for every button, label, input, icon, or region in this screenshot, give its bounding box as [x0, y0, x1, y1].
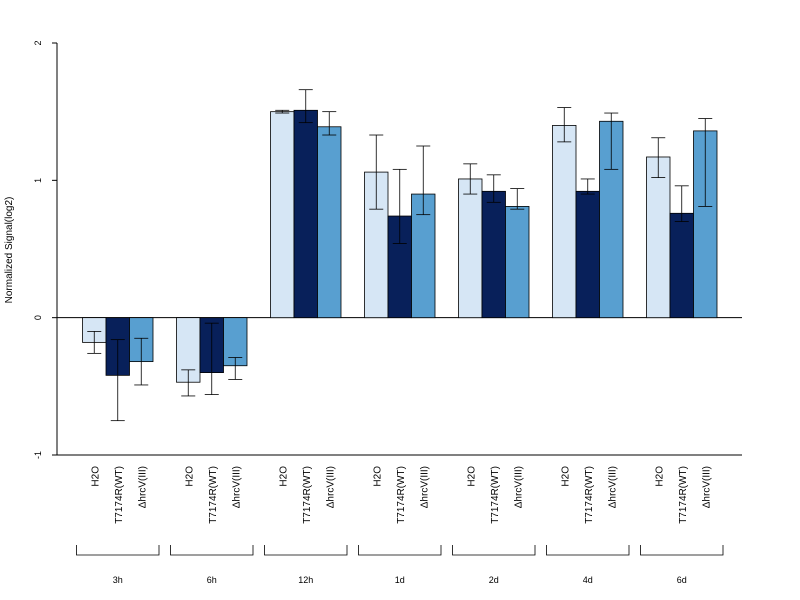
- group-label: 6h: [207, 575, 217, 585]
- x-category-label: T7174R(WT): [302, 466, 313, 524]
- x-category-label: ΔhrcV(III): [607, 466, 618, 508]
- x-category-label: ΔhrcV(III): [325, 466, 336, 508]
- y-tick-label: 0: [33, 315, 43, 320]
- y-tick-label: 1: [33, 178, 43, 183]
- x-category-label: H2O: [466, 466, 477, 487]
- group-bracket: [640, 545, 724, 556]
- x-category-label: T7174R(WT): [208, 466, 219, 524]
- group-bracket: [76, 545, 160, 556]
- x-category-label: H2O: [184, 466, 195, 487]
- group-brackets: 3h 6h 12h 1d 2d 4d 6d: [76, 545, 724, 585]
- bar: [646, 156, 671, 319]
- group-label: 6d: [677, 575, 687, 585]
- x-category-label: ΔhrcV(III): [701, 466, 712, 508]
- bar: [575, 190, 600, 319]
- bar: [669, 212, 694, 319]
- bars: [82, 109, 718, 383]
- group-label: 1d: [395, 575, 405, 585]
- x-category-label: H2O: [90, 466, 101, 487]
- x-category-label: ΔhrcV(III): [137, 466, 148, 508]
- group-label: 12h: [298, 575, 313, 585]
- x-category-label: H2O: [372, 466, 383, 487]
- group-bracket: [264, 545, 348, 556]
- x-category-label: ΔhrcV(III): [419, 466, 430, 508]
- x-category-label: T7174R(WT): [584, 466, 595, 524]
- error-bars: [87, 89, 713, 422]
- bar: [481, 190, 506, 319]
- bar: [293, 109, 318, 319]
- group-label: 3h: [113, 575, 123, 585]
- bar: [458, 178, 483, 319]
- bar: [552, 125, 577, 319]
- group-bracket: [358, 545, 442, 556]
- group-bracket: [546, 545, 630, 556]
- x-category-label: H2O: [278, 466, 289, 487]
- bar: [505, 206, 530, 319]
- x-axis-category-labels: H2O T7174R(WT) ΔhrcV(III) H2O T7174R(WT) Δhrc…: [90, 466, 712, 524]
- group-bracket: [452, 545, 536, 556]
- group-label: 4d: [583, 575, 593, 585]
- x-category-label: T7174R(WT): [490, 466, 501, 524]
- x-category-label: T7174R(WT): [114, 466, 125, 524]
- x-category-label: H2O: [654, 466, 665, 487]
- y-tick-label: 2: [33, 40, 43, 45]
- bar: [270, 111, 295, 319]
- y-axis-title: Normalized Signal(log2): [4, 197, 15, 304]
- bar: [317, 126, 342, 319]
- x-category-label: ΔhrcV(III): [231, 466, 242, 508]
- group-bracket: [170, 545, 254, 556]
- x-category-label: T7174R(WT): [678, 466, 689, 524]
- x-category-label: H2O: [560, 466, 571, 487]
- x-category-label: T7174R(WT): [396, 466, 407, 524]
- group-label: 2d: [489, 575, 499, 585]
- x-category-label: ΔhrcV(III): [513, 466, 524, 508]
- y-tick-label: -1: [33, 451, 43, 459]
